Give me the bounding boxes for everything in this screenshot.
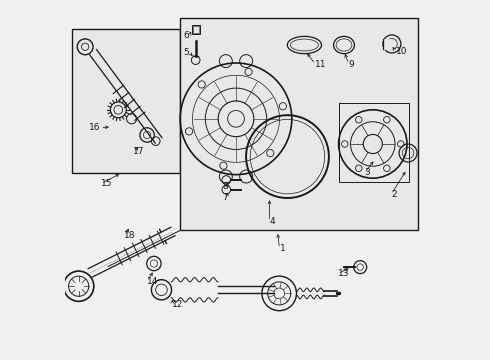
- Text: 9: 9: [349, 60, 354, 69]
- Text: 17: 17: [133, 148, 145, 156]
- Text: 12: 12: [172, 300, 184, 309]
- Text: 5: 5: [183, 48, 189, 57]
- Text: 6: 6: [183, 31, 189, 40]
- Text: 1: 1: [280, 244, 285, 253]
- Text: 11: 11: [315, 60, 327, 69]
- Text: 10: 10: [395, 46, 407, 55]
- Text: 8: 8: [222, 182, 228, 191]
- Text: 18: 18: [124, 231, 136, 240]
- Bar: [192, 25, 200, 34]
- Text: 7: 7: [222, 193, 228, 202]
- Bar: [193, 26, 199, 33]
- Text: 14: 14: [147, 277, 158, 286]
- Text: 2: 2: [391, 190, 397, 199]
- Bar: [180, 18, 418, 230]
- Bar: [72, 29, 180, 173]
- Text: 3: 3: [365, 168, 370, 177]
- Text: 15: 15: [101, 179, 113, 188]
- Bar: [383, 39, 392, 49]
- Text: 13: 13: [338, 269, 349, 278]
- Text: 4: 4: [270, 217, 275, 226]
- Text: 16: 16: [89, 123, 100, 132]
